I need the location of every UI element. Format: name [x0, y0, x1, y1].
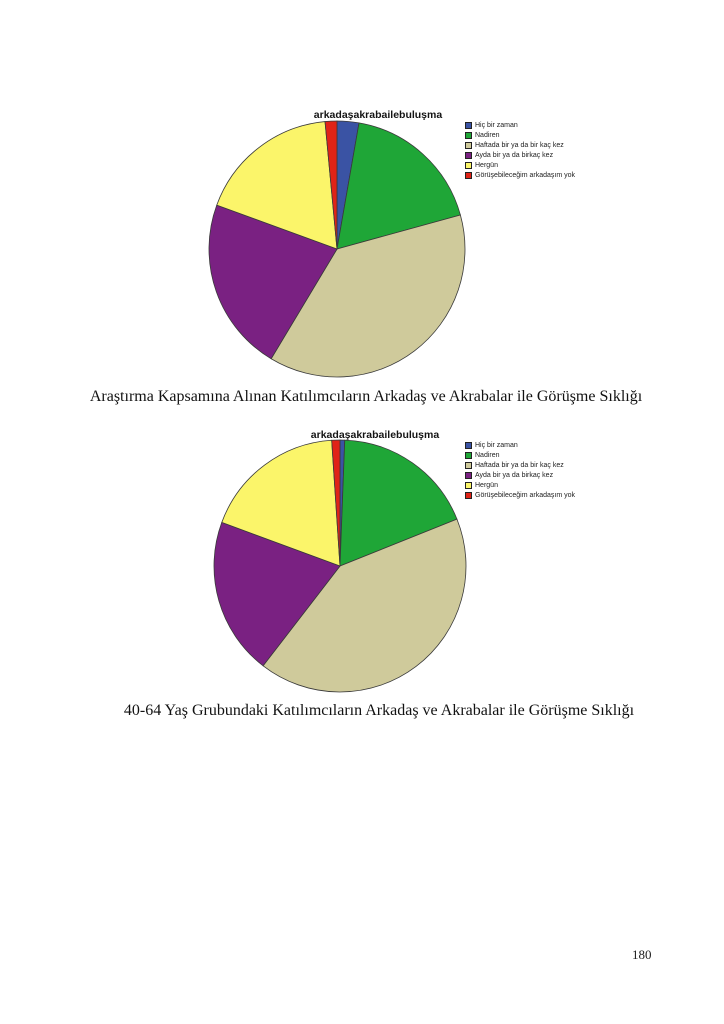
legend-swatch	[465, 462, 472, 469]
pie-slice	[324, 120, 338, 250]
chart-legend: Hiç bir zaman Nadiren Haftada bir ya da bi…	[465, 442, 605, 502]
legend-item: Nadiren	[465, 132, 605, 140]
legend-swatch	[465, 452, 472, 459]
legend-label: Haftada bir ya da bir kaç kez	[475, 142, 564, 149]
pie-slice	[331, 439, 341, 567]
legend-swatch	[465, 162, 472, 169]
legend-item: Hiç bir zaman	[465, 122, 605, 130]
legend-label: Hiç bir zaman	[475, 122, 518, 129]
legend-item: Hiç bir zaman	[465, 442, 605, 450]
legend-label: Hergün	[475, 482, 498, 489]
pie-slice	[336, 122, 461, 250]
legend-label: Görüşebileceğim arkadaşım yok	[475, 172, 575, 179]
legend-swatch	[465, 152, 472, 159]
pie-slice	[213, 521, 341, 667]
legend-item: Haftada bir ya da bir kaç kez	[465, 142, 605, 150]
legend-item: Ayda bir ya da birkaç kez	[465, 472, 605, 480]
legend-item: Görüşebileceğim arkadaşım yok	[465, 172, 605, 180]
pie-plot	[213, 439, 467, 693]
legend-swatch	[465, 172, 472, 179]
legend-item: Haftada bir ya da bir kaç kez	[465, 462, 605, 470]
legend-label: Nadiren	[475, 452, 500, 459]
pie-chart-figure-40-64: arkadaşakrabailebuluşma Hiç bir zaman Nad…	[0, 425, 724, 725]
pie-slice	[221, 439, 341, 567]
legend-label: Hergün	[475, 162, 498, 169]
figure-caption-40-64: 40-64 Yaş Grubundaki Katılımcıların Arka…	[123, 702, 635, 719]
pie-slice	[339, 439, 458, 567]
legend-item: Ayda bir ya da birkaç kez	[465, 152, 605, 160]
legend-swatch	[465, 482, 472, 489]
legend-label: Hiç bir zaman	[475, 442, 518, 449]
chart-title: arkadaşakrabailebuluşma	[313, 109, 443, 121]
legend-label: Haftada bir ya da bir kaç kez	[475, 462, 564, 469]
pie-slice	[216, 121, 338, 250]
legend-swatch	[465, 442, 472, 449]
legend-item: Hergün	[465, 482, 605, 490]
legend-label: Ayda bir ya da birkaç kez	[475, 472, 554, 479]
pie-slice	[270, 214, 466, 378]
legend-swatch	[465, 132, 472, 139]
legend-swatch	[465, 472, 472, 479]
figure-caption-overall: Araştırma Kapsamına Alınan Katılımcıları…	[89, 388, 643, 405]
chart-title: arkadaşakrabailebuluşma	[310, 429, 440, 441]
pie-plot	[208, 120, 466, 378]
legend-item: Hergün	[465, 162, 605, 170]
page-number: 180	[632, 947, 652, 962]
legend-label: Görüşebileceğim arkadaşım yok	[475, 492, 575, 499]
pie-slice	[208, 204, 338, 360]
pie-slice	[262, 518, 467, 693]
legend-label: Nadiren	[475, 132, 500, 139]
legend-label: Ayda bir ya da birkaç kez	[475, 152, 554, 159]
pie-chart-figure-overall: arkadaşakrabailebuluşma Hiç bir zaman Nad…	[0, 105, 724, 405]
legend-item: Nadiren	[465, 452, 605, 460]
legend-swatch	[465, 492, 472, 499]
legend-swatch	[465, 122, 472, 129]
chart-legend: Hiç bir zaman Nadiren Haftada bir ya da bi…	[465, 122, 605, 182]
legend-item: Görüşebileceğim arkadaşım yok	[465, 492, 605, 500]
legend-swatch	[465, 142, 472, 149]
